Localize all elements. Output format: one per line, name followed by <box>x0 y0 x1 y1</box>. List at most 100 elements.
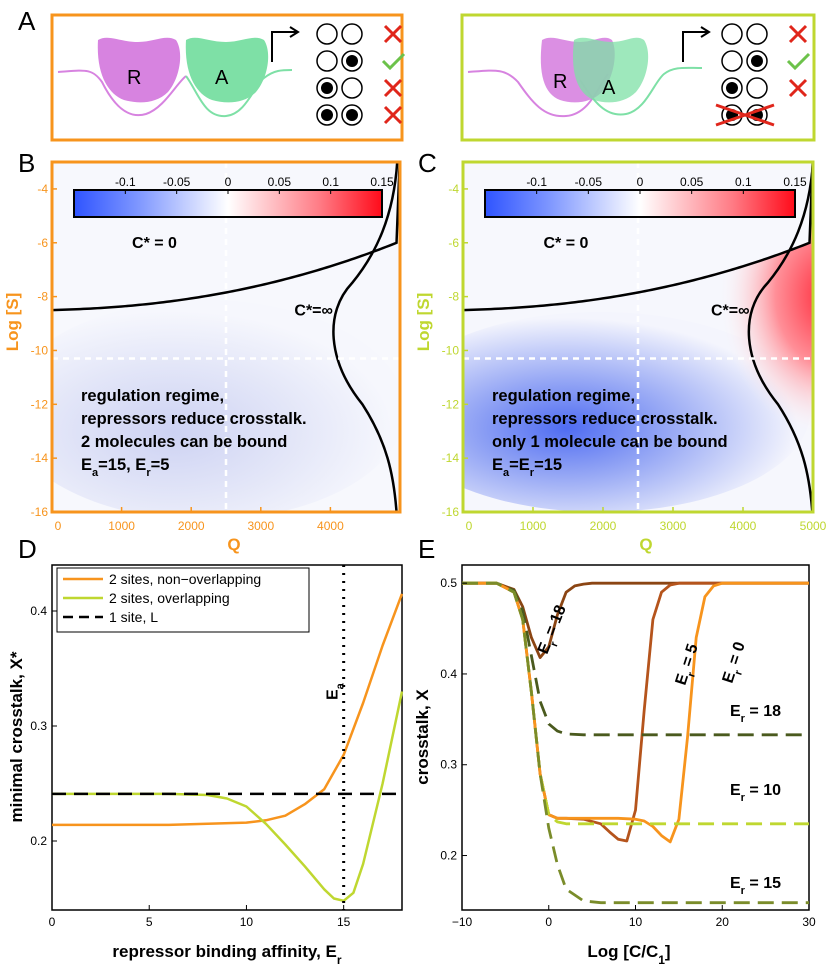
x-axis-label: repressor binding affinity, Er <box>112 942 342 967</box>
colorbar-tick-label: 0.1 <box>735 175 752 189</box>
series-annotation: Er = 10 <box>730 782 781 804</box>
panel-letter-d: D <box>18 534 37 564</box>
annotation-e-symbol: E <box>730 875 741 892</box>
x-axis-label-sub: 1 <box>658 953 665 967</box>
colorbar-tick-label: -0.1 <box>115 175 136 189</box>
series-line <box>462 581 809 737</box>
y-tick-label: -4 <box>37 182 48 196</box>
param-e-symbol: E <box>492 456 503 474</box>
annotation-e-symbol: E <box>730 782 741 799</box>
colorbar <box>484 189 796 218</box>
parameter-label: Ea=Er=15 <box>492 456 562 479</box>
y-tick-label: -8 <box>448 290 459 304</box>
x-axis-label: Q <box>227 535 240 554</box>
annotation-value: = 10 <box>745 782 781 799</box>
x-axis-label-sub: r <box>337 953 342 967</box>
x-tick-label: 20 <box>716 915 730 929</box>
y-tick-label: 0.4 <box>30 604 47 618</box>
annotation-subscript: r <box>741 792 746 804</box>
promoter-arrowhead-icon <box>700 26 711 38</box>
x-tick-label: 0 <box>466 519 473 533</box>
colorbar-tick-label: -0.1 <box>526 175 547 189</box>
x-tick-label: −10 <box>452 915 473 929</box>
colorbar-tick-label: -0.05 <box>163 175 191 189</box>
x-axis-label-main: Log [C/C <box>587 942 658 961</box>
y-tick-label: -12 <box>442 397 460 411</box>
y-tick-label: -16 <box>31 505 49 519</box>
occupancy-grid <box>316 23 406 126</box>
boundary-c-zero-curve <box>462 161 814 312</box>
x-tick-label: 2000 <box>178 519 205 533</box>
x-tick-label: 0 <box>49 915 56 929</box>
bound-site-dot <box>321 109 333 121</box>
y-tick-label: -6 <box>448 236 459 250</box>
colorbar-tick-label: 0 <box>225 175 232 189</box>
y-tick-label: 0.3 <box>30 719 47 733</box>
check-icon <box>786 52 811 71</box>
y-tick-label: -16 <box>442 505 460 519</box>
panel-d: 0 5 10 15 0.2 0.3 0.4 Ea 2 sites, non−overlappin… <box>7 564 404 967</box>
c-infinity-label: C*=∞ <box>294 302 333 319</box>
panel-a-right-frame <box>460 13 816 142</box>
y-tick-label: -10 <box>31 343 49 357</box>
forbidden-state-cross-icon <box>715 103 775 127</box>
ea-symbol: E <box>325 689 342 700</box>
y-tick-label: -10 <box>442 343 460 357</box>
bound-site-dot <box>346 55 358 67</box>
legend-box <box>56 567 310 633</box>
x-tick-label: 0 <box>545 915 552 929</box>
y-tick-label: 0.5 <box>440 576 457 590</box>
x-tick-label: 5 <box>146 915 153 929</box>
panel-c: -0.1 -0.05 0 0.05 0.1 0.15 0 1000 2000 3000 4000 50… <box>414 160 827 554</box>
y-tick-label: -8 <box>37 290 48 304</box>
param-middle: =E <box>509 456 530 474</box>
regime-description-line: regulation regime, <box>81 387 224 405</box>
annotation-e-symbol: E <box>730 703 741 720</box>
x-axis-label: Q <box>639 535 652 554</box>
c-infinity-label: C*=∞ <box>711 302 750 319</box>
heatmap-c: -0.1 -0.05 0 0.05 0.1 0.15 0 1000 2000 3000 4000 50… <box>414 161 827 554</box>
panel-b: -0.1 -0.05 0 0.05 0.1 0.15 0 1000 2000 3000 4000 -1… <box>3 160 402 554</box>
x-tick-label: 10 <box>629 915 643 929</box>
annotation-subscript: r <box>548 639 561 648</box>
series-line <box>462 581 809 905</box>
x-tick-label: 0 <box>55 519 62 533</box>
series-annotation: Er = 15 <box>730 875 781 897</box>
site-circle <box>721 50 743 72</box>
dna-strand-repressor <box>57 69 187 117</box>
site-circle <box>746 77 768 99</box>
y-tick-label: -6 <box>37 236 48 250</box>
param-subscript-a: a <box>92 467 99 479</box>
panel-letter-e: E <box>418 534 435 564</box>
panel-letter-a: A <box>18 6 36 36</box>
param-value: =15 <box>534 456 562 474</box>
cross-icon <box>788 78 808 98</box>
x-tick-label: 30 <box>802 915 816 929</box>
y-tick-label: 0.2 <box>30 834 47 848</box>
x-tick-label: 1000 <box>520 519 547 533</box>
y-axis-label: crosstalk, X <box>413 689 432 785</box>
annotation-value: = 18 <box>745 703 781 720</box>
repressor-label: R <box>553 71 567 93</box>
y-tick-label: 0.4 <box>440 667 457 681</box>
cross-icon <box>383 78 403 98</box>
panel-a-left: R A <box>50 13 406 142</box>
x-tick-label: 4000 <box>730 519 757 533</box>
panel-letter-c: C <box>418 148 437 178</box>
activator-shape <box>185 37 269 103</box>
boundary-c-infinity-curve <box>747 161 815 513</box>
y-tick-label: -12 <box>31 397 49 411</box>
promoter-arrowhead-icon <box>289 26 300 38</box>
dna-strand-activator <box>579 66 703 116</box>
series-line <box>52 691 404 903</box>
parameter-label: Ea=15, Er=5 <box>81 456 169 479</box>
y-tick-label: -4 <box>448 182 459 196</box>
x-tick-label: 5000 <box>800 519 827 533</box>
c-zero-label: C* = 0 <box>132 235 177 252</box>
plot-area <box>461 564 810 911</box>
occupancy-grid <box>715 23 811 127</box>
ea-subscript: a <box>335 682 347 689</box>
series-line <box>52 593 404 827</box>
